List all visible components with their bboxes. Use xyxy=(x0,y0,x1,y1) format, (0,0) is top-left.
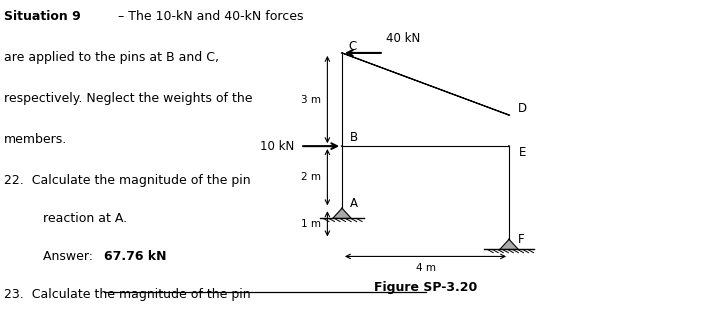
Text: C: C xyxy=(348,40,356,53)
Text: respectively. Neglect the weights of the: respectively. Neglect the weights of the xyxy=(4,92,252,105)
Circle shape xyxy=(508,239,510,240)
Text: reaction at A.: reaction at A. xyxy=(43,212,127,225)
Text: 40 kN: 40 kN xyxy=(386,32,420,45)
Text: Answer:: Answer: xyxy=(43,250,97,263)
Text: Situation 9: Situation 9 xyxy=(4,10,81,23)
Text: D: D xyxy=(518,102,527,115)
Text: F: F xyxy=(518,233,525,246)
Text: 22.  Calculate the magnitude of the pin: 22. Calculate the magnitude of the pin xyxy=(4,174,251,187)
Text: 23.  Calculate the magnitude of the pin: 23. Calculate the magnitude of the pin xyxy=(4,288,251,301)
Text: 10 kN: 10 kN xyxy=(260,139,294,153)
Text: 1 m: 1 m xyxy=(301,219,321,229)
Text: E: E xyxy=(518,146,526,159)
Text: 4 m: 4 m xyxy=(415,262,436,273)
Polygon shape xyxy=(342,53,509,115)
Text: 67.76 kN: 67.76 kN xyxy=(104,250,167,263)
Text: 3 m: 3 m xyxy=(301,94,321,105)
Text: 2 m: 2 m xyxy=(301,172,321,182)
Text: B: B xyxy=(350,131,358,144)
Circle shape xyxy=(341,208,343,209)
Text: members.: members. xyxy=(4,133,67,146)
Polygon shape xyxy=(333,208,351,218)
Text: – The 10-kN and 40-kN forces: – The 10-kN and 40-kN forces xyxy=(114,10,303,23)
Text: are applied to the pins at B and C,: are applied to the pins at B and C, xyxy=(4,51,219,64)
Text: A: A xyxy=(350,197,358,210)
Text: Figure SP-3.20: Figure SP-3.20 xyxy=(374,281,477,294)
Polygon shape xyxy=(500,239,518,249)
